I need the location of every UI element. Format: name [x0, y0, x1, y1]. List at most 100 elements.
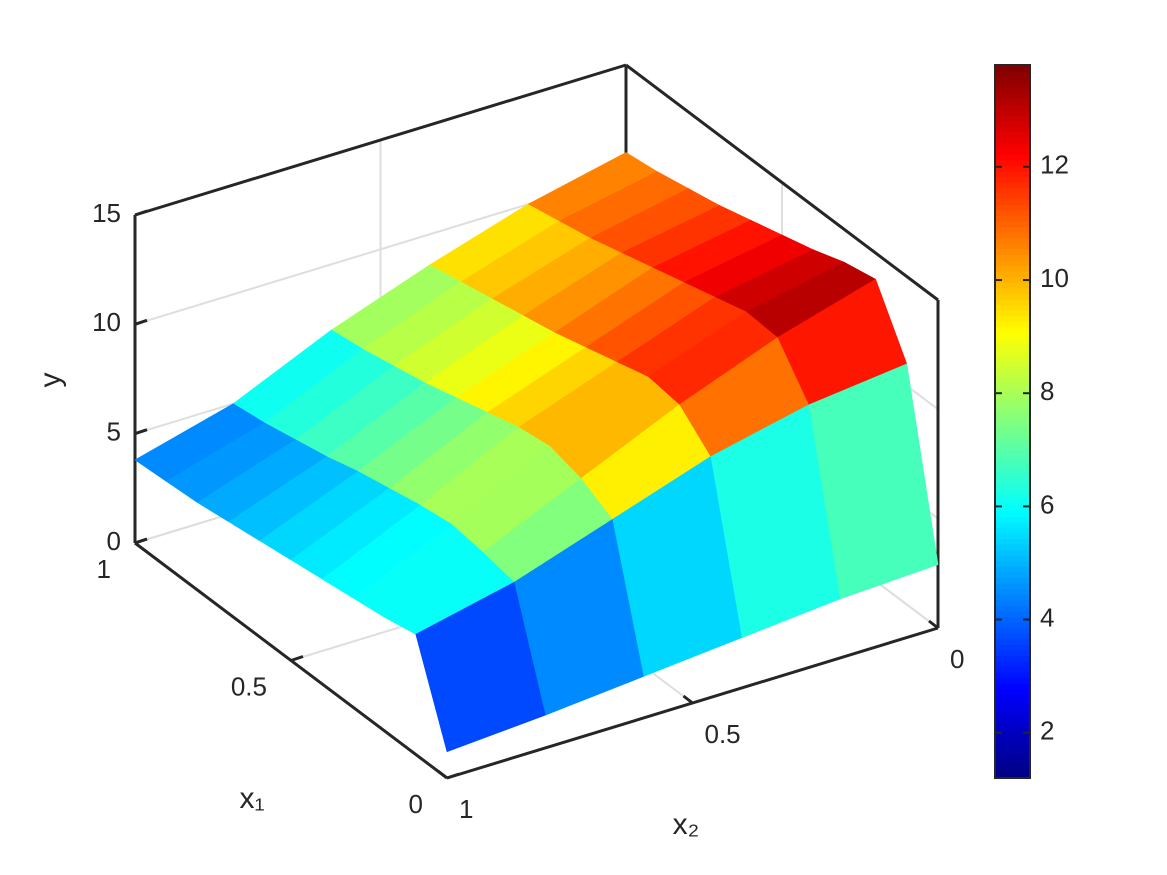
z-tick — [134, 209, 148, 217]
colorbar-strip — [995, 226, 1030, 233]
colorbar-strip — [995, 176, 1030, 183]
colorbar-strip — [995, 70, 1030, 77]
colorbar-strip — [995, 594, 1030, 601]
colorbar-strip — [995, 265, 1030, 272]
x2-tick-label: 0.5 — [705, 719, 741, 749]
z-tick-label: 10 — [92, 307, 121, 337]
colorbar-strip — [995, 399, 1030, 406]
colorbar-strip — [995, 454, 1030, 462]
colorbar-strip — [995, 761, 1030, 768]
x2-axis-label: x₂ — [673, 808, 700, 841]
colorbar-strip — [995, 170, 1030, 178]
colorbar-strip — [995, 148, 1030, 155]
colorbar-strip — [995, 772, 1030, 779]
colorbar-strip — [995, 198, 1030, 205]
colorbar-strip — [995, 126, 1030, 133]
x2-tick-label: 0 — [950, 644, 964, 674]
colorbar-strip — [995, 549, 1030, 556]
colorbar-strip — [995, 672, 1030, 679]
x1-tick — [290, 655, 304, 662]
colorbar-strip — [995, 120, 1030, 127]
colorbar-strip — [995, 354, 1030, 361]
colorbar-strip — [995, 115, 1030, 122]
colorbar-strip — [995, 527, 1030, 534]
colorbar-strip — [995, 298, 1030, 306]
colorbar-strip — [995, 271, 1030, 278]
colorbar-strip — [995, 438, 1030, 445]
colorbar-strip — [995, 81, 1030, 88]
colorbar-strip — [995, 382, 1030, 389]
z-tick-label: 5 — [107, 417, 121, 447]
colorbar-strip — [995, 232, 1030, 239]
colorbar-strip — [995, 583, 1030, 590]
colorbar-strip — [995, 544, 1030, 551]
colorbar-strip — [995, 337, 1030, 345]
colorbar-strip — [995, 259, 1030, 267]
colorbar-strip — [995, 727, 1030, 735]
colorbar-strip — [995, 137, 1030, 144]
x1-axis-label: x₁ — [239, 782, 264, 815]
colorbar-tick-label: 10 — [1040, 263, 1069, 293]
colorbar-strip — [995, 415, 1030, 423]
colorbar-strip — [995, 521, 1030, 528]
colorbar-strip — [995, 666, 1030, 673]
colorbar-strip — [995, 427, 1030, 434]
colorbar-strip — [995, 209, 1030, 216]
colorbar-strip — [995, 432, 1030, 439]
colorbar-strip — [995, 371, 1030, 378]
colorbar-strip — [995, 744, 1030, 751]
colorbar-tick-label: 12 — [1040, 150, 1069, 180]
colorbar-strip — [995, 315, 1030, 322]
colorbar-strip — [995, 516, 1030, 523]
colorbar-strip — [995, 393, 1030, 400]
colorbar-strip — [995, 310, 1030, 317]
colorbar-strip — [995, 644, 1030, 651]
colorbar-strip — [995, 510, 1030, 517]
colorbar-strip — [995, 243, 1030, 250]
colorbar-strip — [995, 449, 1030, 456]
colorbar-strip — [995, 165, 1030, 172]
colorbar-strip — [995, 566, 1030, 573]
colorbar-strip — [995, 499, 1030, 506]
colorbar-strip — [995, 605, 1030, 612]
colorbar-strip — [995, 677, 1030, 684]
x1-tick — [134, 537, 148, 545]
colorbar-strip — [995, 739, 1030, 746]
x2-tick-label: 1 — [459, 794, 473, 824]
colorbar-strip — [995, 237, 1030, 244]
colorbar-strip — [995, 616, 1030, 623]
colorbar-strip — [995, 750, 1030, 757]
colorbar-strip — [995, 443, 1030, 450]
x2-tick — [682, 694, 694, 705]
colorbar-strip — [995, 109, 1030, 116]
colorbar-strip — [995, 460, 1030, 467]
colorbar-strip — [995, 638, 1030, 645]
colorbar-strip — [995, 755, 1030, 762]
colorbar-strip — [995, 326, 1030, 333]
colorbar-strip — [995, 488, 1030, 495]
axis-box — [134, 63, 627, 217]
colorbar-tick-label: 4 — [1040, 602, 1054, 632]
colorbar-strip — [995, 555, 1030, 562]
colorbar-strip — [995, 76, 1030, 83]
axis-box — [625, 63, 939, 302]
colorbar-strip — [995, 505, 1030, 512]
colorbar-strip — [995, 193, 1030, 200]
colorbar-strip — [995, 332, 1030, 339]
colorbar-strip — [995, 716, 1030, 723]
colorbar-tick-label: 8 — [1040, 376, 1054, 406]
colorbar-strip — [995, 282, 1030, 289]
colorbar-strip — [995, 622, 1030, 629]
colorbar-strip — [995, 711, 1030, 718]
colorbar-strip — [995, 649, 1030, 657]
colorbar-strip — [995, 694, 1030, 701]
colorbar-strip — [995, 466, 1030, 473]
colorbar-strip — [995, 215, 1030, 222]
colorbar-strip — [995, 421, 1030, 428]
surface-patch — [415, 581, 546, 753]
colorbar-strip — [995, 321, 1030, 328]
colorbar-strip — [995, 477, 1030, 484]
colorbar-frame — [994, 64, 1031, 779]
colorbar-strip — [995, 349, 1030, 356]
